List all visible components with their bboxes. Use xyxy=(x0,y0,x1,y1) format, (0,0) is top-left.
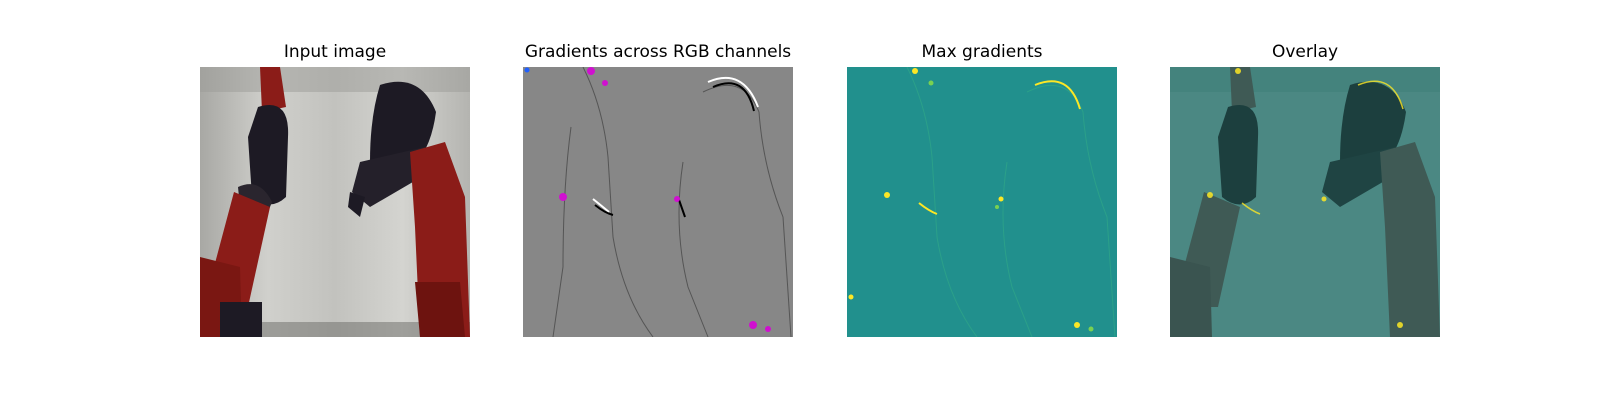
input-image xyxy=(200,67,470,337)
panel-title-input-image: Input image xyxy=(283,42,387,62)
panel-input-image: Input image xyxy=(200,40,470,337)
panel-max-gradients: Max gradients xyxy=(847,40,1117,337)
panel-rgb-gradients: Gradients across RGB channels xyxy=(523,40,793,337)
overlay-image xyxy=(1170,67,1440,337)
panel-title-max-gradients: Max gradients xyxy=(921,42,1043,62)
panel-overlay: Overlay xyxy=(1170,40,1440,337)
panel-title-rgb-gradients: Gradients across RGB channels xyxy=(524,42,792,62)
max-gradient-image xyxy=(847,67,1117,337)
rgb-gradient-image xyxy=(523,67,793,337)
panel-title-overlay: Overlay xyxy=(1271,42,1339,62)
